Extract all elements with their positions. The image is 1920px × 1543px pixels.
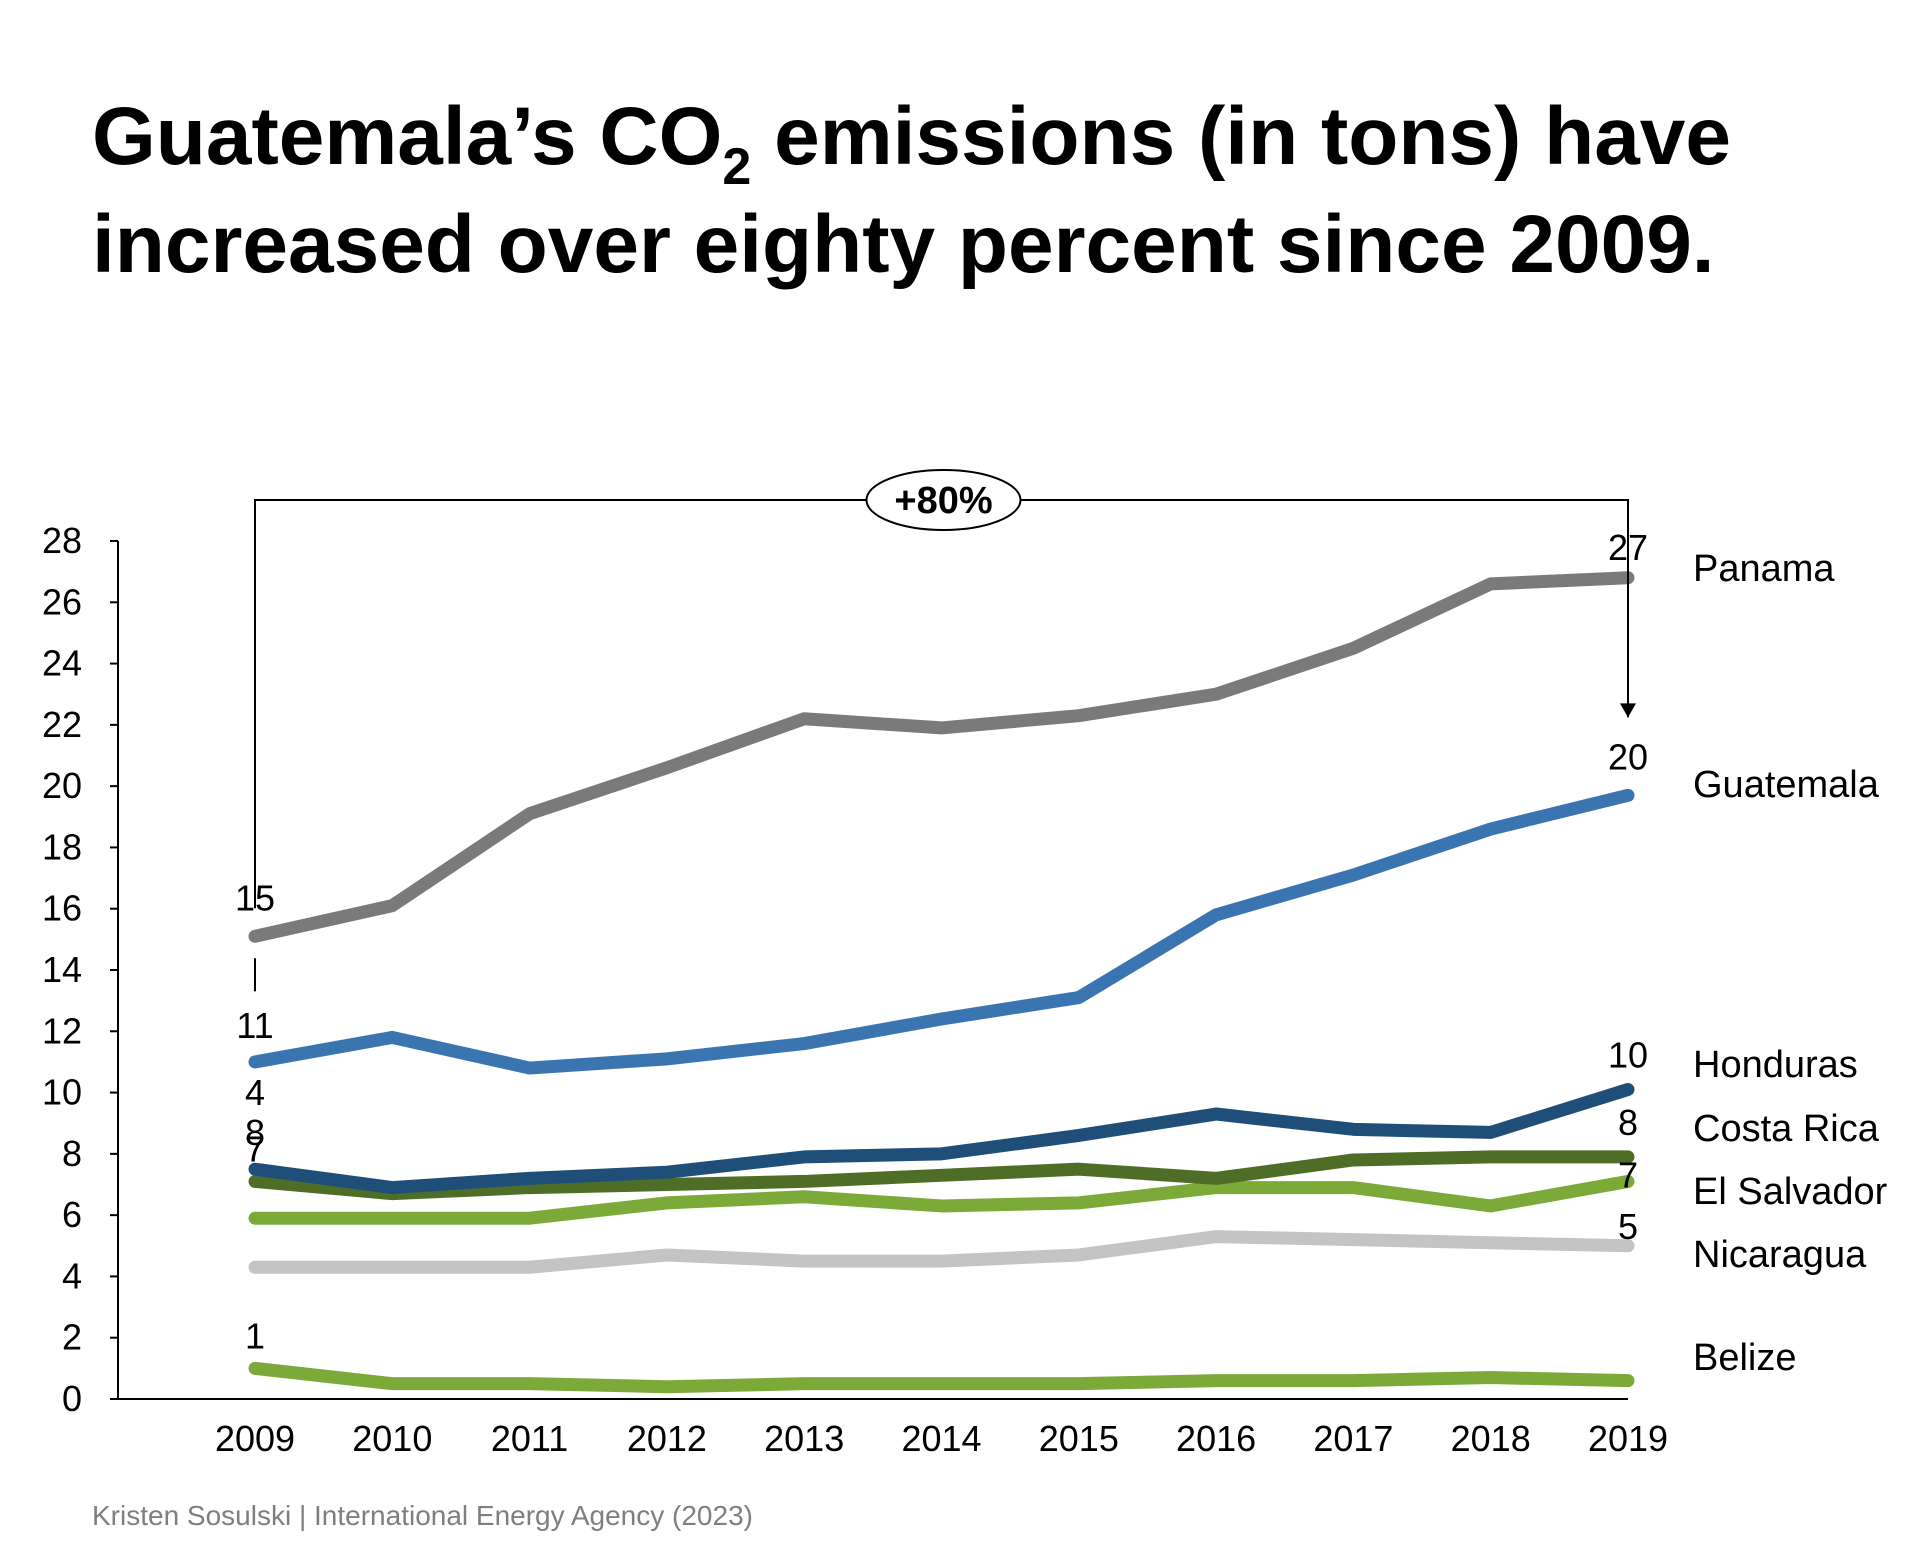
- x-tick-label: 2011: [491, 1418, 568, 1459]
- series-line-belize: [248, 1361, 1635, 1394]
- x-tick-label: 2017: [1313, 1418, 1393, 1459]
- x-tick-label: 2015: [1039, 1418, 1119, 1459]
- annotation-label: +80%: [894, 480, 992, 522]
- title-text-before: Guatemala’s CO: [92, 91, 723, 182]
- y-tick-label: 18: [42, 826, 82, 867]
- series-name-el-salvador: El Salvador: [1693, 1171, 1888, 1213]
- series-name-belize: Belize: [1693, 1337, 1797, 1379]
- series-lines: [248, 571, 1635, 1394]
- start-label-belize: 1: [245, 1315, 265, 1356]
- y-tick-label: 20: [42, 765, 82, 806]
- x-tick-label: 2019: [1588, 1418, 1668, 1459]
- y-tick-label: 24: [42, 643, 82, 684]
- y-tick-label: 16: [42, 888, 82, 929]
- series-line-nicaragua: [248, 1230, 1635, 1274]
- y-tick-label: 14: [42, 949, 82, 990]
- start-label-guatemala: 11: [236, 1005, 273, 1046]
- y-tick-label: 6: [62, 1194, 82, 1235]
- series-line-guatemala: [248, 788, 1635, 1075]
- x-tick-label: 2009: [215, 1418, 295, 1459]
- series-line-panama: [248, 571, 1635, 943]
- y-tick-label: 0: [62, 1378, 82, 1419]
- source-credit: Kristen Sosulski | International Energy …: [92, 1500, 753, 1531]
- y-tick-label: 10: [42, 1072, 82, 1113]
- series-name-costa-rica: Costa Rica: [1693, 1108, 1880, 1150]
- chart-title: Guatemala’s CO2 emissions (in tons) have…: [92, 88, 1852, 294]
- series-line-honduras: [248, 1083, 1635, 1195]
- end-label-honduras: 10: [1608, 1035, 1648, 1076]
- end-label-costa-rica: 8: [1618, 1102, 1638, 1143]
- x-tick-label: 2010: [352, 1418, 432, 1459]
- end-label-panama: 27: [1608, 527, 1648, 568]
- annotation-arrowhead: [1620, 703, 1636, 718]
- title-text-after: emissions (in tons) have increased over …: [92, 91, 1732, 290]
- change-annotation: +80%: [254, 469, 1636, 992]
- x-tick-label: 2013: [764, 1418, 844, 1459]
- series-name-panama: Panama: [1693, 548, 1835, 590]
- series-name-honduras: Honduras: [1693, 1044, 1858, 1086]
- x-tick-label: 2016: [1176, 1418, 1256, 1459]
- series-name-guatemala: Guatemala: [1693, 764, 1880, 806]
- series-line-el-salvador: [248, 1174, 1635, 1225]
- y-tick-label: 2: [62, 1317, 82, 1358]
- series-name-nicaragua: Nicaragua: [1693, 1234, 1867, 1276]
- start-label-honduras: 8: [245, 1112, 265, 1153]
- annotation-oval: [865, 469, 1022, 531]
- x-tick-label: 2018: [1451, 1418, 1531, 1459]
- series-line-costa-rica: [248, 1150, 1635, 1201]
- start-label-panama: 15: [235, 877, 275, 918]
- y-tick-label: 8: [62, 1133, 82, 1174]
- y-tick-label: 12: [42, 1010, 82, 1051]
- y-tick-label: 4: [62, 1255, 82, 1296]
- start-label-el-salvador: 4: [245, 1072, 265, 1113]
- y-tick-label: 26: [42, 581, 82, 622]
- start-label-costa-rica: 7: [245, 1128, 265, 1169]
- end-label-el-salvador: 7: [1618, 1154, 1638, 1195]
- y-tick-label: 22: [42, 704, 82, 745]
- x-tick-label: 2012: [627, 1418, 707, 1459]
- end-label-guatemala: 20: [1608, 736, 1648, 777]
- end-label-nicaragua: 5: [1618, 1206, 1638, 1247]
- y-tick-label: 28: [42, 520, 82, 561]
- title-subscript: 2: [722, 138, 752, 196]
- x-tick-label: 2014: [901, 1418, 981, 1459]
